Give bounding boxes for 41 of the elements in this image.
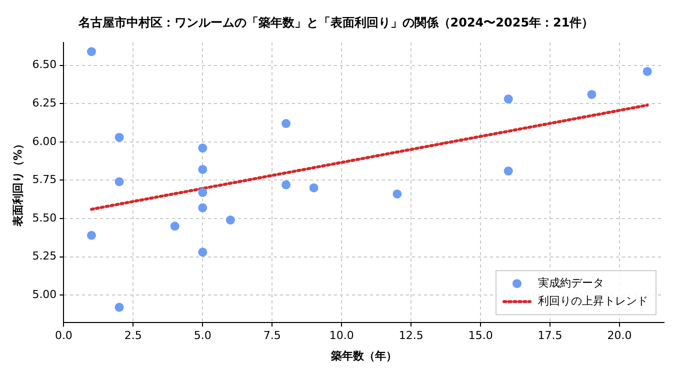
point (198, 144, 208, 153)
y-tick-label: 6.50 (32, 58, 57, 72)
point (226, 216, 235, 225)
point (114, 177, 124, 186)
point (392, 189, 402, 198)
y-tick-label: 6.25 (32, 96, 57, 110)
point (282, 180, 291, 190)
x-tick-label: 7.5 (263, 329, 281, 342)
point (86, 230, 96, 240)
point (114, 302, 124, 312)
x-axis-title: 築年数（年） (330, 349, 397, 362)
point (282, 119, 291, 128)
point (198, 188, 208, 197)
point (170, 222, 180, 231)
y-tick-label: 5.00 (32, 288, 57, 301)
legend-label: 利回りの上昇トレンド (538, 294, 648, 308)
x-tick-label: 0.0 (54, 329, 72, 342)
x-tick-label: 12.5 (398, 329, 424, 342)
legend-label: 実成約データ (538, 276, 604, 290)
point (504, 94, 513, 104)
x-tick-label: 20.0 (607, 329, 632, 342)
y-tick-label: 6.00 (32, 134, 57, 148)
point (114, 132, 124, 142)
x-tick-label: 17.5 (538, 329, 562, 342)
point (86, 47, 96, 56)
x-tick-label: 15.0 (468, 329, 493, 342)
y-tick-label: 5.50 (32, 211, 57, 224)
point (198, 203, 208, 212)
point (642, 66, 652, 76)
point (198, 164, 208, 174)
y-axis-title: 表面利回り（%） (11, 138, 24, 228)
chart-title: 名古屋市中村区：ワンルームの「築年数」と「表面利回り」の関係（2024〜2025年：21件） (77, 15, 594, 30)
point (198, 248, 208, 257)
y-tick-label: 5.25 (32, 250, 57, 263)
x-tick-label: 10.0 (329, 329, 354, 342)
point (504, 166, 513, 176)
x-tick-label: 5.0 (194, 329, 212, 342)
point (587, 90, 596, 99)
x-tick-label: 2.5 (124, 329, 142, 342)
point (309, 183, 318, 192)
y-tick-label: 5.75 (32, 173, 57, 186)
